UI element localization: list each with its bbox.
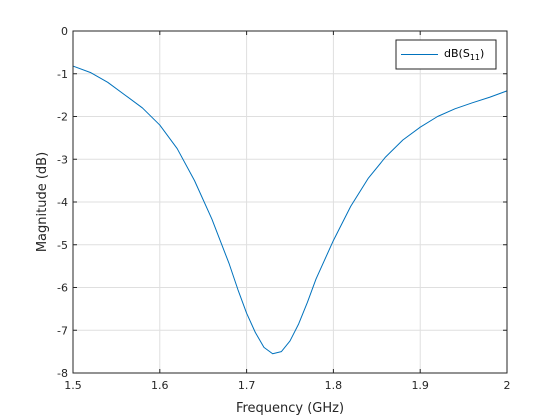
- x-tick-label: 1.5: [64, 379, 82, 392]
- legend-entry-label: dB(S11): [444, 47, 484, 62]
- legend: dB(S11): [395, 39, 497, 70]
- y-tick-label: -5: [57, 239, 68, 252]
- y-tick-label: -3: [57, 153, 68, 166]
- y-tick-label: -6: [57, 282, 68, 295]
- y-tick-label: -8: [57, 367, 68, 380]
- x-tick-label: 2: [504, 379, 511, 392]
- y-tick-label: -2: [57, 111, 68, 124]
- y-tick-label: -1: [57, 68, 68, 81]
- ticks: 1.5 1.6 1.7 1.8 1.9 2 0 -1 -2 -3 -4 -5 -6 -7 -8: [57, 25, 510, 392]
- series-layer: [72, 65, 508, 355]
- y-tick-label: -7: [57, 324, 68, 337]
- y-axis-label: Magnitude (dB): [35, 152, 50, 252]
- grid: [72, 30, 508, 374]
- x-tick-label: 1.6: [151, 379, 169, 392]
- x-tick-label: 1.9: [411, 379, 429, 392]
- y-tick-label: 0: [61, 25, 68, 38]
- x-tick-label: 1.8: [325, 379, 343, 392]
- x-tick-label: 1.7: [238, 379, 256, 392]
- y-tick-label: -4: [57, 196, 68, 209]
- x-axis-label: Frequency (GHz): [236, 401, 344, 416]
- series-line-s11: [72, 65, 508, 355]
